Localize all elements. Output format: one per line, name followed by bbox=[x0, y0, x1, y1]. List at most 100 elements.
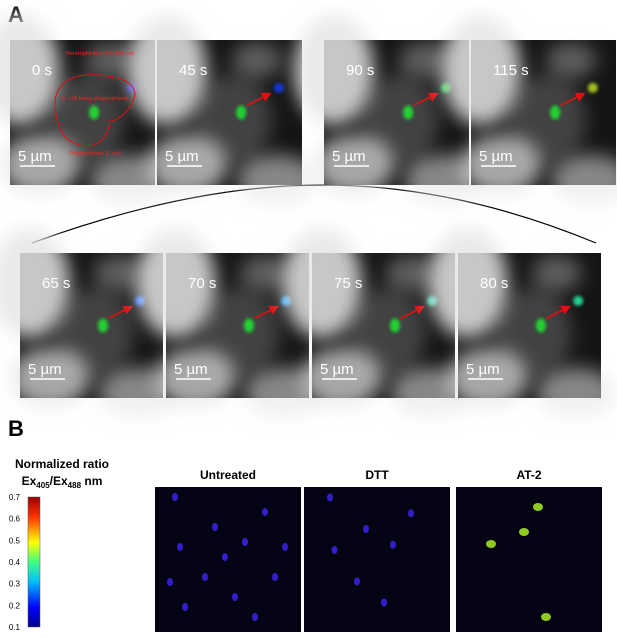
scale-label: 5 µm bbox=[332, 148, 366, 165]
cell-spot bbox=[331, 546, 338, 554]
bacterium bbox=[97, 318, 108, 333]
cell-spot bbox=[177, 543, 183, 551]
colorbar-tick: 0.1 bbox=[9, 623, 21, 632]
arrow bbox=[560, 92, 586, 106]
frame-time: 80 s bbox=[480, 275, 508, 292]
cell-spot bbox=[252, 613, 258, 621]
frame-time: 70 s bbox=[188, 275, 216, 292]
cell-blob bbox=[441, 15, 521, 125]
cell-blob bbox=[192, 75, 272, 165]
bacterium bbox=[587, 82, 598, 93]
arrow bbox=[254, 305, 279, 319]
bacterium bbox=[403, 105, 414, 120]
bacterium bbox=[389, 318, 400, 333]
frame-time: 115 s bbox=[493, 62, 529, 79]
cell-spot bbox=[533, 503, 543, 511]
cell-blob bbox=[551, 155, 617, 205]
cell-blob bbox=[399, 42, 449, 78]
cell-blob bbox=[93, 255, 144, 291]
cell-blob bbox=[237, 155, 317, 205]
annotation: Neutrophil-like PLB-985 cell bbox=[66, 51, 134, 57]
cell-spot bbox=[282, 543, 288, 551]
scale-label: 5 µm bbox=[18, 148, 52, 165]
arrow bbox=[413, 92, 439, 106]
cell-blob bbox=[135, 228, 216, 338]
cell-spot bbox=[232, 593, 238, 601]
scale-label: 5 µm bbox=[466, 361, 500, 378]
cell-spot bbox=[222, 553, 228, 561]
image-bg bbox=[304, 487, 450, 632]
scale-label: 5 µm bbox=[165, 148, 199, 165]
colorbar-unit: Ex405/Ex488 nm bbox=[22, 474, 103, 490]
frame-time: 0 s bbox=[32, 62, 52, 79]
bacterium bbox=[273, 82, 284, 93]
cell-blob bbox=[0, 15, 60, 125]
condition-title: Untreated bbox=[200, 468, 256, 482]
cell-outline bbox=[54, 74, 136, 147]
bacterium bbox=[535, 318, 546, 333]
cell-blob bbox=[385, 255, 436, 291]
image-bg bbox=[456, 487, 602, 632]
colorbar bbox=[27, 496, 41, 628]
cell-blob bbox=[232, 42, 282, 78]
scale-label: 5 µm bbox=[174, 361, 208, 378]
colorbar-tick: 0.3 bbox=[9, 580, 21, 589]
cell-spot bbox=[327, 493, 333, 502]
condition-title: AT-2 bbox=[516, 468, 541, 482]
arrow bbox=[246, 92, 272, 106]
arrow bbox=[546, 305, 571, 319]
brace bbox=[31, 184, 597, 244]
frame-time: 65 s bbox=[42, 275, 70, 292]
arrow bbox=[108, 305, 133, 319]
image-bg bbox=[155, 487, 301, 632]
cell-spot bbox=[172, 493, 178, 501]
colorbar-tick: 0.2 bbox=[9, 601, 21, 610]
cell-spot bbox=[408, 509, 414, 518]
micrograph: 45 s 5 µm bbox=[127, 15, 317, 205]
cell-spot bbox=[262, 508, 268, 516]
arrow bbox=[400, 305, 425, 319]
cell-spot bbox=[381, 598, 387, 607]
cell-spot bbox=[212, 523, 218, 531]
cell-blob bbox=[239, 255, 290, 291]
cell-blob bbox=[531, 255, 582, 291]
micrograph: 70 s 5 µm bbox=[135, 228, 325, 418]
cell-blob bbox=[127, 15, 207, 125]
cell-blob bbox=[53, 288, 134, 378]
cell-blob bbox=[546, 42, 596, 78]
cell-blob bbox=[506, 75, 586, 165]
cell-spot bbox=[167, 578, 173, 586]
cell-spot bbox=[363, 525, 369, 533]
cell-blob bbox=[85, 42, 135, 78]
cell-blob bbox=[199, 288, 280, 378]
micrograph: 65 s 5 µm bbox=[0, 228, 179, 418]
cell-blob bbox=[45, 75, 125, 165]
annotation: E. coli being phagocytosed bbox=[62, 96, 128, 102]
frame-time: 90 s bbox=[346, 62, 374, 79]
cell-spot bbox=[272, 573, 278, 581]
panel-label: B bbox=[8, 416, 24, 441]
scale-label: 5 µm bbox=[320, 361, 354, 378]
cell-spot bbox=[354, 577, 360, 586]
cell-blob bbox=[345, 288, 426, 378]
scale-label: 5 µm bbox=[28, 361, 62, 378]
colorbar-tick: 0.5 bbox=[9, 536, 21, 545]
frame-time: 45 s bbox=[179, 62, 207, 79]
colorbar-title: Normalized ratio bbox=[15, 457, 109, 471]
bacterium bbox=[236, 105, 247, 120]
colorbar-tick: 0.4 bbox=[9, 558, 21, 567]
cell-spot bbox=[541, 613, 551, 621]
cell-blob bbox=[536, 368, 617, 418]
bacterium bbox=[573, 295, 584, 306]
condition-title: DTT bbox=[365, 468, 389, 482]
colorbar-tick: 0.7 bbox=[9, 493, 21, 502]
micrograph: 0 s 5 µm bbox=[0, 15, 170, 205]
cell-blob bbox=[294, 15, 374, 125]
cell-spot bbox=[242, 538, 248, 546]
frame-time: 75 s bbox=[334, 275, 362, 292]
cell-spot bbox=[182, 603, 188, 611]
cell-spot bbox=[486, 540, 496, 548]
cell-blob bbox=[0, 228, 70, 338]
micrograph: 80 s 5 µm bbox=[427, 228, 617, 418]
